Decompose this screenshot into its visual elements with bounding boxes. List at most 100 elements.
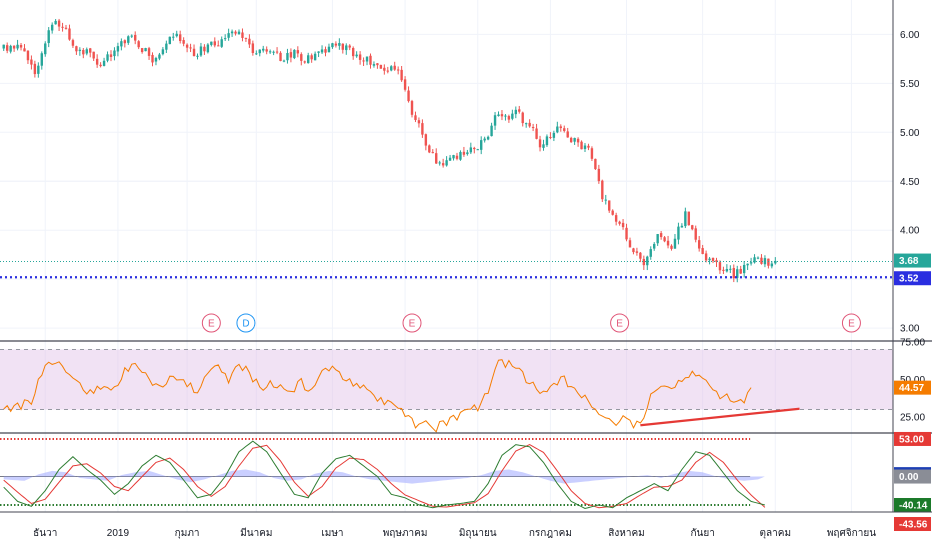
candle[interactable] (441, 158, 445, 168)
candle[interactable] (154, 56, 158, 66)
candle[interactable] (708, 257, 711, 265)
candle[interactable] (102, 57, 106, 67)
candle[interactable] (563, 125, 566, 133)
candle[interactable] (739, 265, 742, 275)
candle[interactable] (621, 219, 625, 230)
candle[interactable] (635, 247, 639, 256)
candle[interactable] (12, 45, 16, 52)
candle[interactable] (673, 234, 677, 249)
candle[interactable] (324, 46, 327, 57)
candle[interactable] (604, 194, 607, 205)
candle[interactable] (203, 44, 206, 55)
candle[interactable] (424, 133, 428, 151)
candle[interactable] (642, 255, 646, 270)
candle[interactable] (639, 251, 642, 263)
candle[interactable] (632, 247, 635, 255)
candle[interactable] (452, 154, 455, 161)
candle[interactable] (26, 50, 30, 64)
candle[interactable] (317, 51, 320, 58)
candle[interactable] (704, 250, 708, 263)
candle[interactable] (448, 154, 452, 161)
candle[interactable] (556, 121, 559, 134)
candle[interactable] (116, 42, 120, 57)
candle[interactable] (16, 39, 19, 51)
candle[interactable] (258, 49, 261, 57)
candle[interactable] (711, 257, 715, 264)
candle[interactable] (151, 52, 154, 67)
candle[interactable] (524, 122, 528, 128)
candle[interactable] (611, 209, 614, 216)
candle[interactable] (192, 44, 196, 57)
candle[interactable] (275, 47, 279, 55)
candle[interactable] (19, 43, 23, 51)
candle[interactable] (206, 43, 210, 54)
candle[interactable] (742, 261, 746, 278)
candle[interactable] (113, 47, 116, 61)
candle[interactable] (462, 146, 466, 157)
candle[interactable] (746, 263, 749, 271)
candle[interactable] (33, 60, 37, 78)
candle[interactable] (165, 40, 168, 54)
candle[interactable] (580, 140, 583, 150)
candle[interactable] (625, 223, 628, 242)
candle[interactable] (774, 257, 777, 265)
candle[interactable] (223, 34, 227, 41)
candle[interactable] (511, 109, 514, 121)
candle[interactable] (75, 45, 78, 55)
candle[interactable] (566, 127, 569, 138)
candle[interactable] (407, 86, 410, 103)
candle[interactable] (542, 139, 545, 151)
candle[interactable] (590, 146, 594, 161)
candle[interactable] (618, 220, 621, 226)
candle[interactable] (85, 47, 88, 56)
candle[interactable] (414, 111, 417, 123)
candle[interactable] (182, 37, 185, 47)
candle[interactable] (466, 149, 469, 156)
candle[interactable] (348, 44, 351, 51)
candle[interactable] (5, 42, 9, 54)
candle[interactable] (486, 135, 490, 141)
candle[interactable] (244, 37, 248, 42)
candle[interactable] (358, 51, 362, 65)
candle[interactable] (659, 231, 663, 240)
candle[interactable] (185, 43, 189, 53)
candle[interactable] (400, 66, 403, 82)
candle[interactable] (338, 38, 341, 50)
candle[interactable] (40, 51, 43, 70)
candle[interactable] (196, 53, 199, 60)
candle[interactable] (372, 61, 376, 68)
candle[interactable] (518, 105, 521, 114)
candle[interactable] (697, 236, 701, 252)
candle[interactable] (680, 223, 684, 228)
candle[interactable] (341, 43, 345, 54)
stoch-k-line[interactable] (3, 440, 766, 510)
candle[interactable] (732, 264, 735, 283)
candle[interactable] (210, 41, 213, 47)
candle[interactable] (435, 148, 438, 164)
candle[interactable] (715, 257, 718, 267)
candle[interactable] (587, 143, 590, 151)
earnings-marker[interactable]: E (402, 313, 422, 333)
stoch-d-line[interactable] (3, 444, 766, 509)
candle[interactable] (279, 51, 282, 62)
candle[interactable] (54, 19, 57, 25)
candle[interactable] (161, 47, 165, 56)
candle[interactable] (656, 233, 659, 246)
candle[interactable] (334, 41, 338, 48)
candle[interactable] (307, 52, 310, 64)
candle[interactable] (120, 38, 123, 51)
earnings-marker[interactable]: E (610, 313, 630, 333)
candle[interactable] (123, 39, 127, 48)
candle[interactable] (749, 257, 753, 266)
candle[interactable] (365, 56, 369, 66)
candle[interactable] (9, 44, 12, 54)
candle[interactable] (718, 260, 722, 274)
candle[interactable] (417, 117, 421, 128)
candle[interactable] (313, 51, 317, 61)
candle[interactable] (137, 40, 140, 50)
candle[interactable] (583, 143, 587, 153)
candle[interactable] (431, 149, 434, 154)
